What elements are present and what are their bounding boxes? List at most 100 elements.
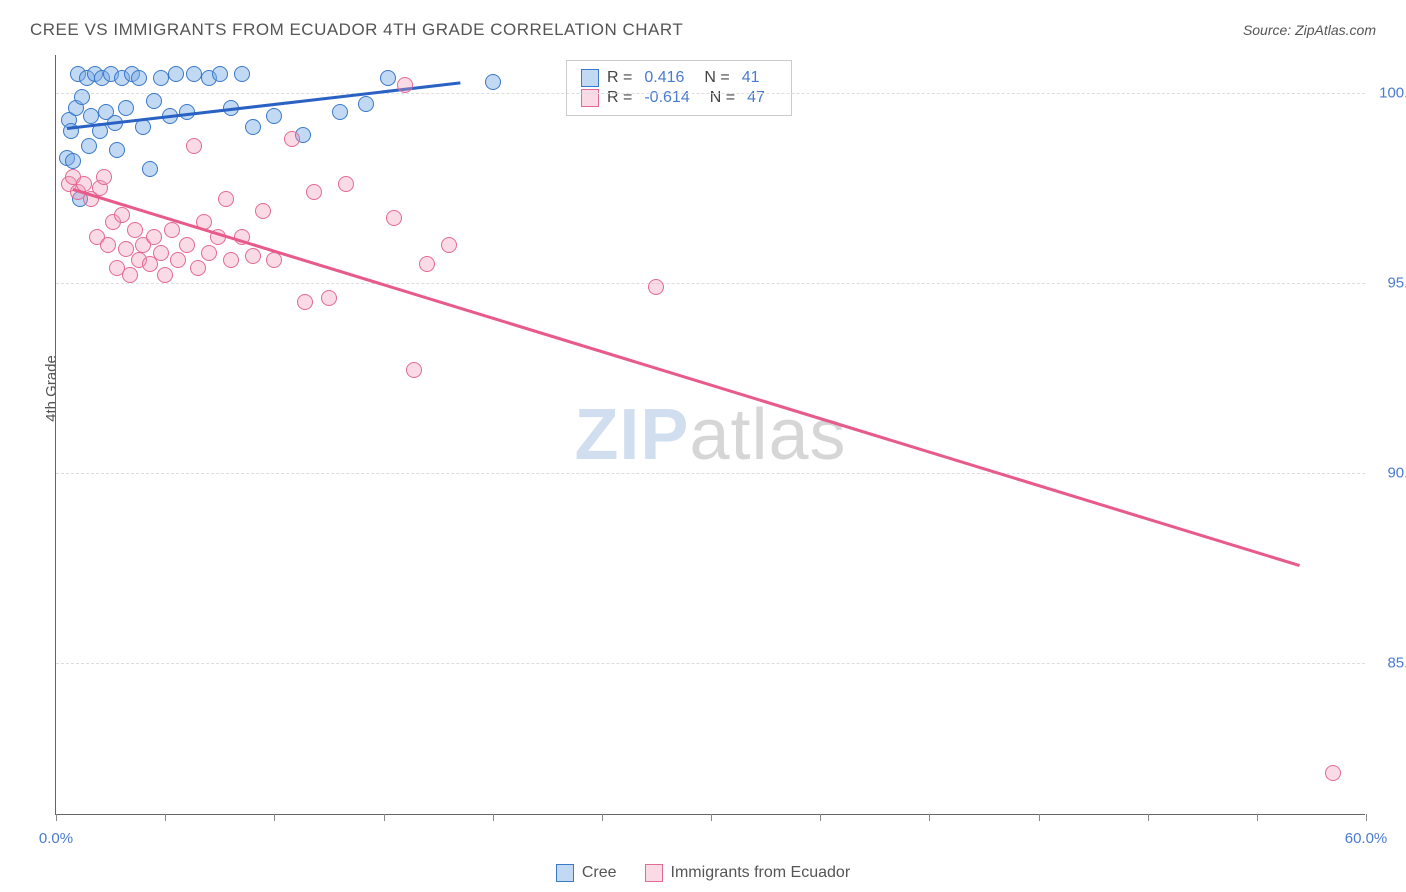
data-point [179,237,195,253]
legend-r-value-ecuador: -0.614 [644,89,689,107]
legend-swatch-ecuador [581,89,599,107]
data-point [397,77,413,93]
data-point [245,119,261,135]
data-point [96,169,112,185]
data-point [1325,765,1341,781]
data-point [218,191,234,207]
legend-n-label: N = [710,89,735,107]
watermark: ZIPatlas [574,394,846,476]
data-point [118,100,134,116]
y-tick-label: 95.0% [1387,275,1406,292]
data-point [380,70,396,86]
data-point [118,241,134,257]
legend-item-ecuador: Immigrants from Ecuador [645,864,851,882]
data-point [190,260,206,276]
x-tick [1039,814,1040,821]
legend-r-label: R = [607,69,632,87]
x-tick [274,814,275,821]
data-point [168,66,184,82]
data-point [100,237,116,253]
data-point [223,252,239,268]
gridline [56,93,1365,94]
data-point [186,138,202,154]
data-point [201,245,217,261]
chart-header: CREE VS IMMIGRANTS FROM ECUADOR 4TH GRAD… [30,20,1376,40]
data-point [648,279,664,295]
data-point [332,104,348,120]
data-point [212,66,228,82]
data-point [186,66,202,82]
legend-swatch-ecuador-icon [645,864,663,882]
gridline [56,663,1365,664]
data-point [255,203,271,219]
y-tick-label: 85.0% [1387,655,1406,672]
data-point [122,267,138,283]
data-point [485,74,501,90]
legend-n-value-cree: 41 [742,69,760,87]
data-point [65,153,81,169]
x-tick [165,814,166,821]
x-tick [56,814,57,821]
series-legend: Cree Immigrants from Ecuador [0,864,1406,882]
x-tick-label: 60.0% [1345,830,1388,847]
data-point [74,89,90,105]
legend-r-label: R = [607,89,632,107]
trend-line [73,188,1301,567]
x-tick [384,814,385,821]
data-point [441,237,457,253]
legend-item-cree: Cree [556,864,617,882]
x-tick [1257,814,1258,821]
legend-r-value-cree: 0.416 [644,69,684,87]
legend-n-value-ecuador: 47 [747,89,765,107]
data-point [284,131,300,147]
chart-title: CREE VS IMMIGRANTS FROM ECUADOR 4TH GRAD… [30,20,683,40]
data-point [114,207,130,223]
correlation-legend: R = 0.416 N = 41 R = -0.614 N = 47 [566,60,792,116]
data-point [321,290,337,306]
data-point [157,267,173,283]
legend-label-cree: Cree [582,864,617,882]
legend-n-label: N = [704,69,729,87]
x-tick-label: 0.0% [39,830,73,847]
legend-row-cree: R = 0.416 N = 41 [581,69,777,87]
data-point [234,66,250,82]
data-point [266,108,282,124]
data-point [297,294,313,310]
y-tick-label: 90.0% [1387,465,1406,482]
legend-row-ecuador: R = -0.614 N = 47 [581,89,777,107]
data-point [338,176,354,192]
data-point [142,161,158,177]
data-point [170,252,186,268]
x-tick [1148,814,1149,821]
x-tick [929,814,930,821]
x-tick [711,814,712,821]
data-point [109,142,125,158]
data-point [386,210,402,226]
data-point [146,93,162,109]
x-tick [820,814,821,821]
data-point [81,138,97,154]
y-tick-label: 100.0% [1379,85,1406,102]
x-tick [493,814,494,821]
data-point [266,252,282,268]
gridline [56,283,1365,284]
data-point [131,70,147,86]
chart-source: Source: ZipAtlas.com [1243,22,1376,38]
data-point [419,256,435,272]
x-tick [602,814,603,821]
data-point [245,248,261,264]
data-point [164,222,180,238]
legend-label-ecuador: Immigrants from Ecuador [671,864,851,882]
legend-swatch-cree-icon [556,864,574,882]
data-point [83,108,99,124]
data-point [127,222,143,238]
gridline [56,473,1365,474]
data-point [135,119,151,135]
data-point [153,245,169,261]
legend-swatch-cree [581,69,599,87]
data-point [306,184,322,200]
data-point [358,96,374,112]
data-point [153,70,169,86]
data-point [146,229,162,245]
data-point [406,362,422,378]
